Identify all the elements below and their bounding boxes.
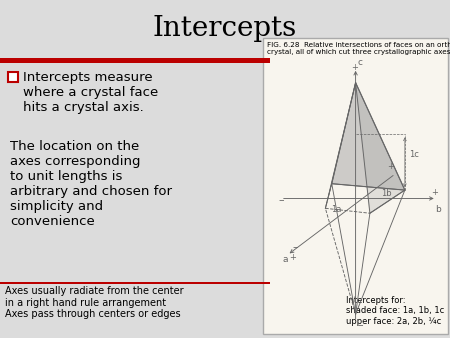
Text: Intercepts measure
where a crystal face
hits a crystal axis.: Intercepts measure where a crystal face … [23, 71, 158, 114]
Text: 1b: 1b [381, 190, 392, 198]
Text: c: c [358, 58, 363, 67]
Polygon shape [356, 83, 405, 213]
Polygon shape [332, 83, 405, 190]
Text: FIG. 6.28  Relative intersections of faces on an orthorhombic
crystal, all of wh: FIG. 6.28 Relative intersections of face… [267, 42, 450, 55]
Text: Intercepts for:
shaded face: 1a, 1b, 1c
upper face: 2a, 2b, ¼c: Intercepts for: shaded face: 1a, 1b, 1c … [346, 296, 444, 326]
Text: +: + [289, 253, 296, 262]
Text: Axes usually radiate from the center
in a right hand rule arrangement
Axes pass : Axes usually radiate from the center in … [5, 286, 184, 319]
Bar [0, 282, 270, 284]
Text: a: a [283, 256, 288, 265]
Bar [0, 58, 270, 63]
Text: –: – [292, 242, 297, 252]
Text: Intercepts: Intercepts [153, 15, 297, 42]
Text: 1c: 1c [409, 150, 419, 159]
Text: –: – [357, 320, 363, 330]
Text: 1a: 1a [331, 205, 342, 214]
Text: –: – [279, 195, 284, 206]
Text: The location on the
axes corresponding
to unit lengths is
arbitrary and chosen f: The location on the axes corresponding t… [10, 140, 172, 228]
Text: +: + [431, 188, 438, 197]
Bar [263, 38, 448, 334]
Text: +: + [387, 162, 394, 171]
Bar [8, 72, 18, 82]
Text: +: + [351, 63, 358, 72]
Text: b: b [435, 205, 441, 214]
